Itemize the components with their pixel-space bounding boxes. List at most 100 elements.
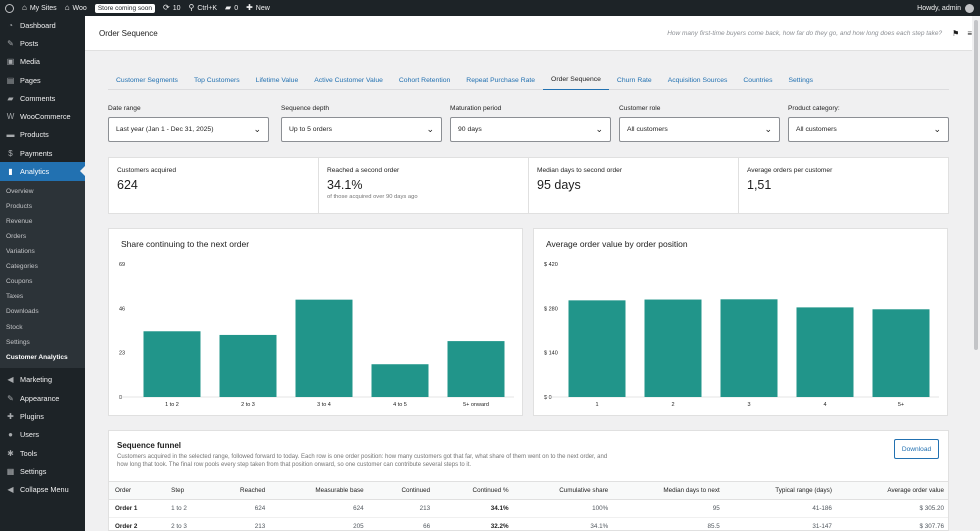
archive-icon: ▬ — [6, 130, 15, 140]
column-header-continued[interactable]: Continued % — [436, 481, 515, 500]
sidebar-item-tools[interactable]: ✱ Tools — [0, 444, 85, 462]
sidebar-item-label: Appearance — [20, 393, 60, 403]
x-tick-label: 5+ — [898, 402, 904, 408]
megaphone-icon: ◀ — [7, 375, 14, 385]
tab-countries[interactable]: Countries — [743, 76, 773, 84]
column-header-typical-range-days[interactable]: Typical range (days) — [725, 481, 838, 500]
sidebar-item-dashboard[interactable]: ◔ Dashboard — [0, 16, 85, 34]
cell-continued: 34.1% — [436, 499, 515, 518]
column-header-measurable-base[interactable]: Measurable base — [271, 481, 370, 500]
sidebar-item-media[interactable]: ▣ Media — [0, 53, 85, 71]
y-tick-label: $ 420 — [544, 262, 558, 268]
submenu-item-stock[interactable]: Stock — [6, 323, 23, 331]
submenu-item-overview[interactable]: Overview — [6, 187, 34, 195]
wrench-icon: ✱ — [7, 448, 14, 458]
tab-customer-segments[interactable]: Customer Segments — [116, 76, 178, 84]
filter-select[interactable]: Up to 5 orders ⌄ — [281, 117, 442, 142]
sidebar-item-analytics[interactable]: ▮ Analytics — [0, 162, 85, 181]
bar-1-to-2[interactable] — [143, 331, 201, 397]
tab-order-sequence[interactable]: Order Sequence — [543, 70, 609, 90]
filter-select[interactable]: 90 days ⌄ — [450, 117, 611, 142]
sidebar-item-posts[interactable]: ✎ Posts — [0, 34, 85, 52]
submenu-item-coupons[interactable]: Coupons — [6, 278, 33, 286]
menu-lines-icon[interactable]: ≡ — [967, 28, 972, 38]
filter-select[interactable]: All customers ⌄ — [788, 117, 949, 142]
comments-link[interactable]: ▰ 0 — [225, 3, 239, 12]
download-button[interactable]: Download — [894, 439, 939, 459]
my-sites-link[interactable]: ⌂ My Sites — [22, 3, 57, 12]
plus-icon: ✚ — [246, 3, 253, 12]
wp-logo[interactable] — [5, 3, 14, 13]
tab-acquisition-sources[interactable]: Acquisition Sources — [667, 76, 728, 84]
kpi-customers-acquired: Customers acquired 624 — [109, 158, 319, 213]
tab-active-customer-value[interactable]: Active Customer Value — [314, 76, 383, 84]
submenu-item-taxes[interactable]: Taxes — [6, 293, 24, 301]
cell-step: 1 to 2 — [165, 499, 211, 518]
sidebar-item-settings[interactable]: ▦ Settings — [0, 462, 85, 480]
bar-3[interactable] — [720, 299, 778, 397]
cell-cumulative-share: 34.1% — [514, 517, 615, 530]
sidebar-item-users[interactable]: ● Users — [0, 426, 85, 444]
sidebar-item-pages[interactable]: ▤ Pages — [0, 71, 85, 89]
order-value-chart: Average order value by order position $ … — [533, 228, 948, 416]
x-tick-label: 2 to 3 — [241, 402, 255, 408]
column-header-reached[interactable]: Reached — [210, 481, 272, 500]
column-header-continued[interactable]: Continued — [369, 481, 437, 500]
sidebar-item-comments[interactable]: ▰ Comments — [0, 89, 85, 107]
sidebar-item-plugins[interactable]: ✚ Plugins — [0, 407, 85, 425]
tab-lifetime-value[interactable]: Lifetime Value — [255, 76, 299, 84]
filter-select[interactable]: Last year (Jan 1 - Dec 31, 2025) ⌄ — [108, 117, 269, 142]
tab-top-customers[interactable]: Top Customers — [193, 76, 240, 84]
filter-sequence-depth: Sequence depth Up to 5 orders ⌄ — [281, 105, 442, 142]
tab-settings[interactable]: Settings — [788, 76, 814, 84]
bar-4-to-5[interactable] — [371, 364, 429, 397]
bar-5[interactable] — [872, 309, 930, 397]
cell-continued: 213 — [369, 499, 437, 518]
chart-title: Share continuing to the next order — [121, 239, 250, 249]
sidebar-item-label: Dashboard — [20, 20, 56, 30]
sidebar-item-collapse-menu[interactable]: ◀ Collapse Menu — [0, 481, 85, 499]
sidebar-item-label: Users — [20, 430, 40, 440]
sidebar-item-label: Settings — [20, 466, 47, 476]
store-status-badge[interactable]: Store coming soon — [94, 3, 156, 13]
column-header-order[interactable]: Order — [109, 481, 166, 500]
submenu-item-downloads[interactable]: Downloads — [6, 308, 39, 316]
bar-3-to-4[interactable] — [295, 299, 353, 397]
account-menu[interactable]: Howdy, admin — [917, 3, 974, 13]
filter-select[interactable]: All customers ⌄ — [619, 117, 780, 142]
site-name-link[interactable]: ⌂ Woo — [64, 3, 87, 12]
page-scrollbar[interactable] — [972, 16, 980, 531]
new-content-link[interactable]: ✚ New — [246, 3, 270, 12]
tab-churn-rate[interactable]: Churn Rate — [616, 76, 652, 84]
flag-icon[interactable]: ⚑ — [952, 28, 960, 38]
command-palette-link[interactable]: ⚲ Ctrl+K — [188, 3, 218, 12]
bar-2[interactable] — [644, 299, 702, 397]
submenu-item-orders[interactable]: Orders — [6, 233, 27, 240]
kpi-label: Reached a second order — [327, 167, 400, 174]
sidebar-item-woocommerce[interactable]: W WooCommerce — [0, 107, 85, 125]
column-header-step[interactable]: Step — [165, 481, 211, 500]
column-header-median-days-to-next[interactable]: Median days to next — [614, 481, 726, 500]
column-header-average-order-value[interactable]: Average order value — [837, 481, 948, 500]
sidebar-item-products[interactable]: ▬ Products — [0, 126, 85, 144]
column-header-cumulative-share[interactable]: Cumulative share — [514, 481, 615, 500]
sidebar-item-marketing[interactable]: ◀ Marketing — [0, 371, 85, 389]
bar-1[interactable] — [568, 300, 626, 397]
bar-2-to-3[interactable] — [219, 334, 277, 397]
submenu-item-customer-analytics[interactable]: Customer Analytics — [6, 353, 68, 361]
bar-5-onward[interactable] — [447, 341, 505, 397]
submenu-item-revenue[interactable]: Revenue — [6, 217, 33, 225]
scrollbar-thumb[interactable] — [974, 20, 978, 350]
sidebar-item-payments[interactable]: $ Payments — [0, 144, 85, 162]
submenu-item-settings[interactable]: Settings — [6, 338, 30, 346]
submenu-item-variations[interactable]: Variations — [6, 248, 35, 256]
tab-cohort-retention[interactable]: Cohort Retention — [398, 76, 451, 84]
updates-link[interactable]: ⟳ 10 — [163, 3, 181, 12]
sidebar-item-appearance[interactable]: ✎ Appearance — [0, 389, 85, 407]
bar-4[interactable] — [796, 307, 854, 397]
submenu-item-products[interactable]: Products — [6, 202, 33, 210]
submenu-item-categories[interactable]: Categories — [6, 263, 38, 271]
tab-repeat-purchase-rate[interactable]: Repeat Purchase Rate — [466, 76, 536, 84]
cell-measurable-base: 624 — [271, 499, 370, 518]
search-icon: ⚲ — [188, 3, 195, 12]
